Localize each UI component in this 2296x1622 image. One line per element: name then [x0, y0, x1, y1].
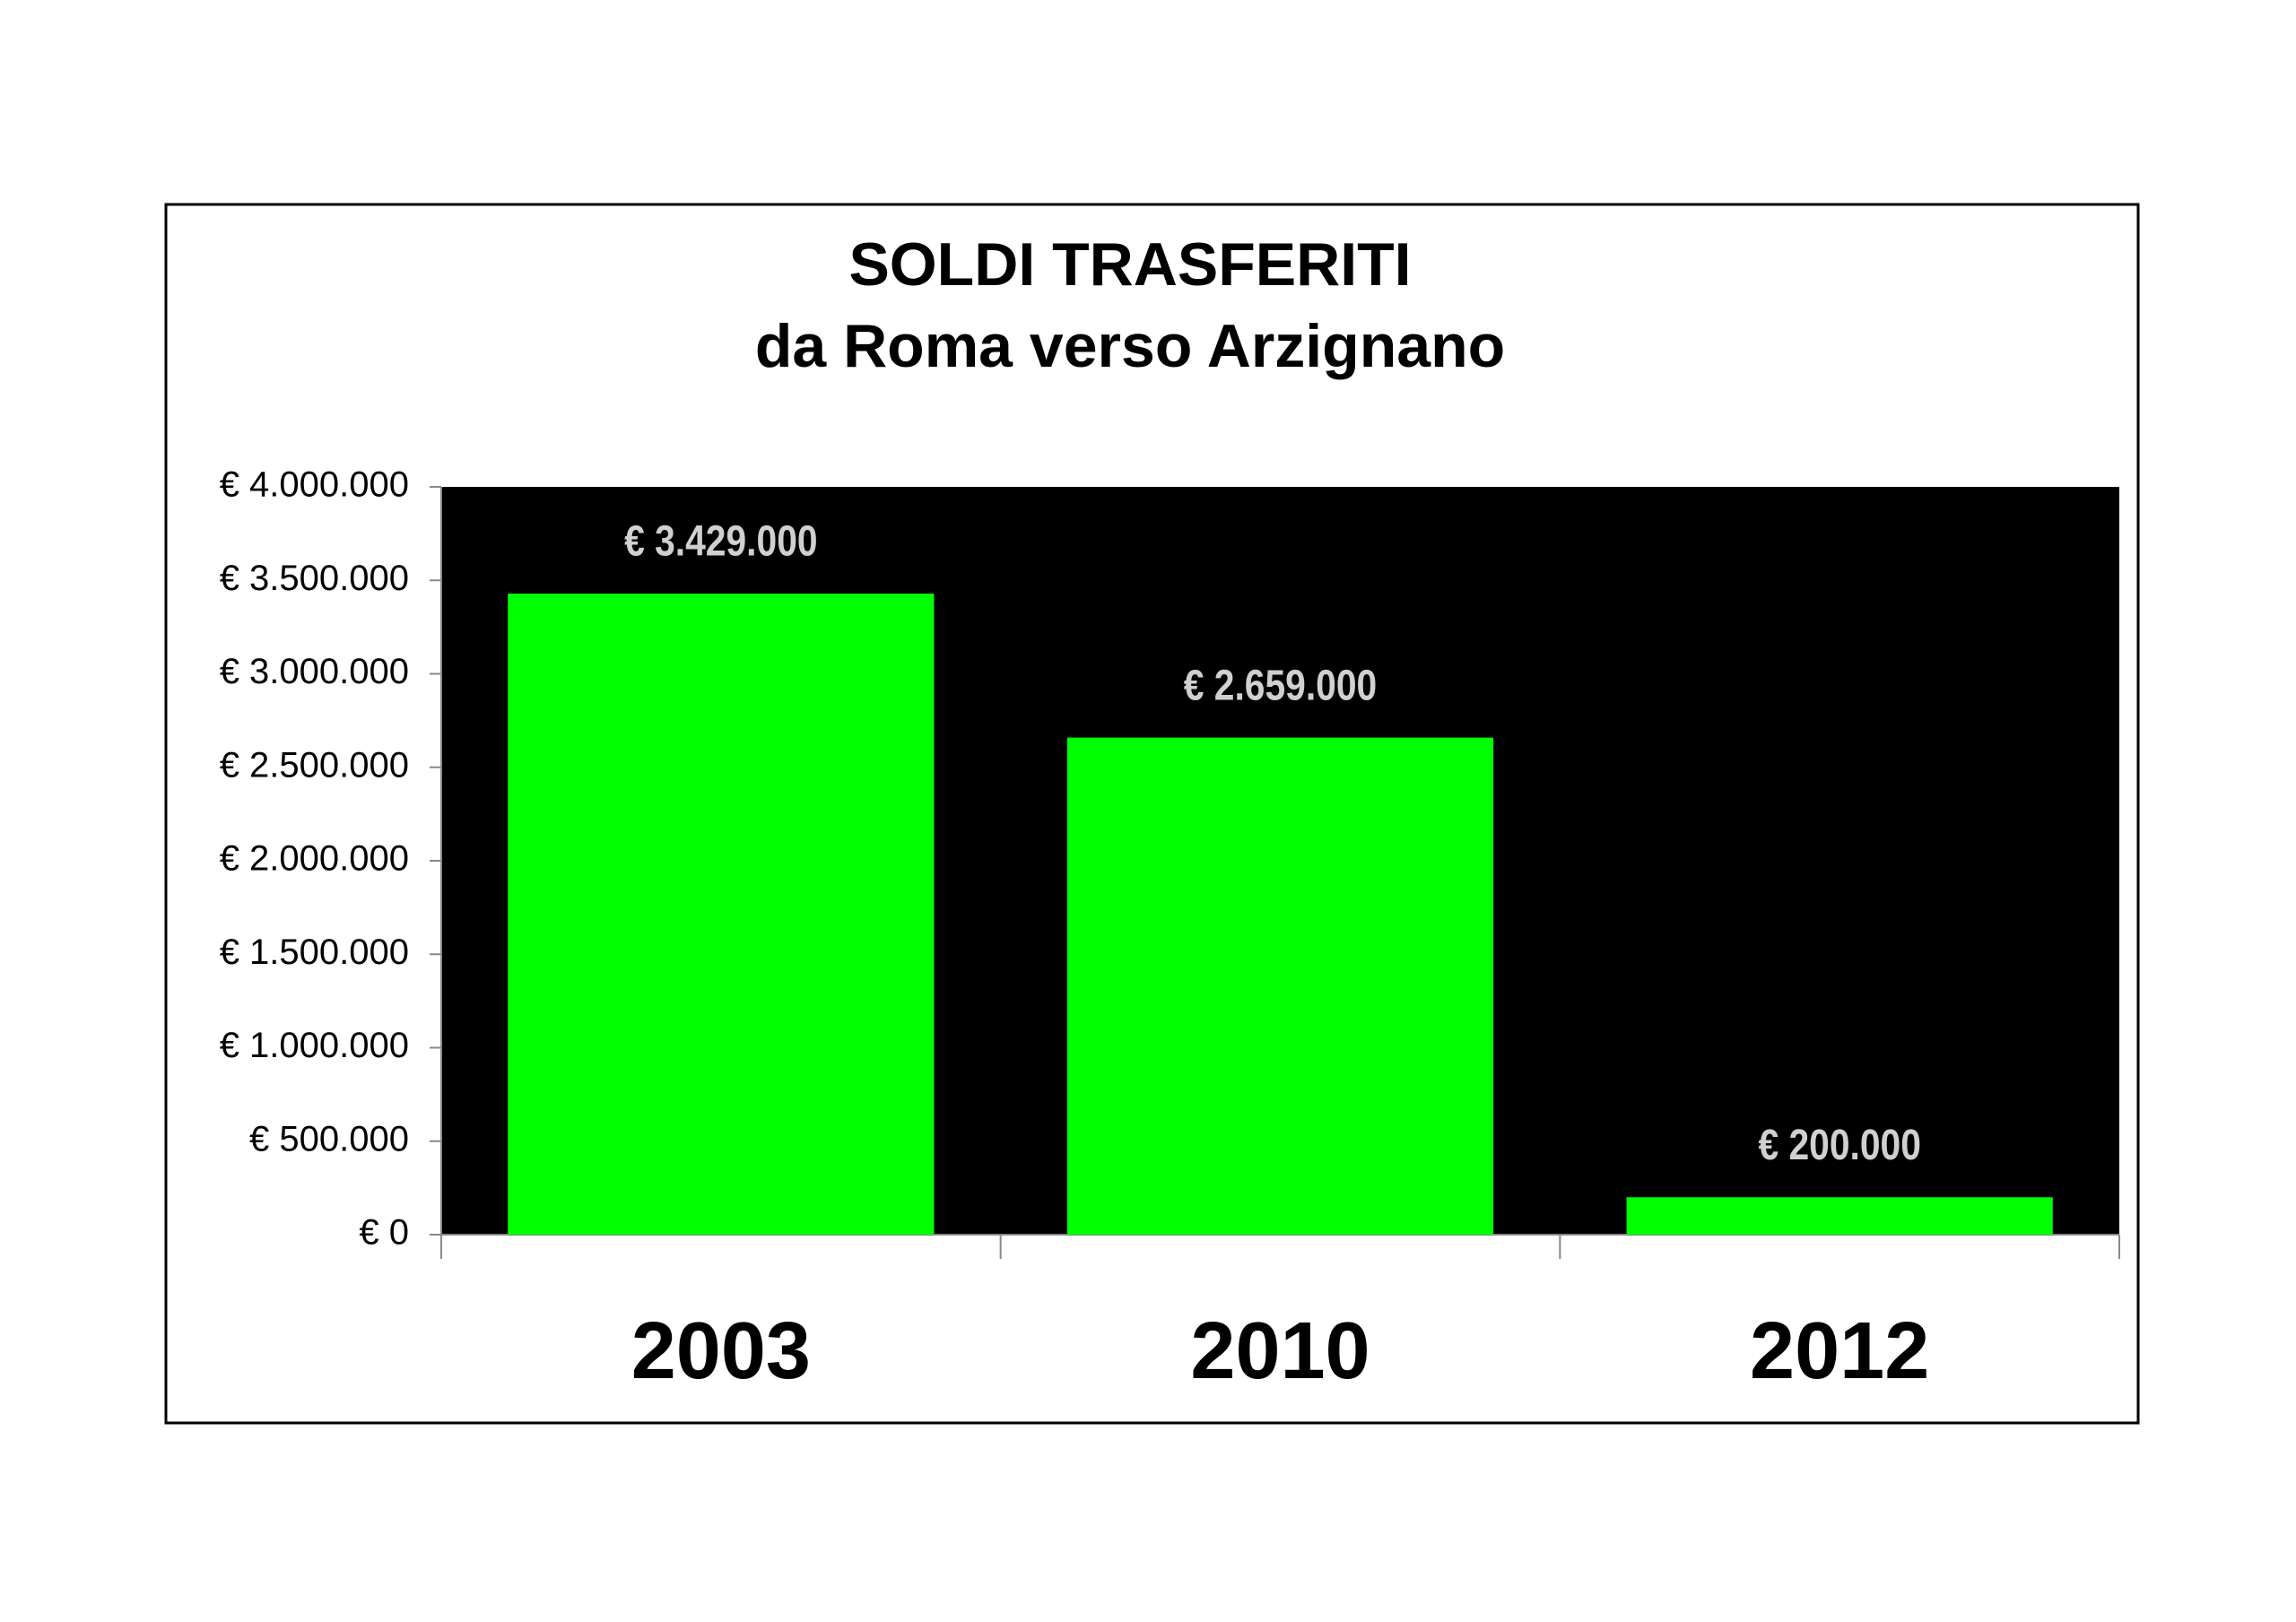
x-tick-label: 2012 — [1750, 1306, 1929, 1396]
chart-subtitle: da Roma verso Arzignano — [755, 312, 1505, 380]
bar — [1626, 1197, 2053, 1235]
y-tick-label: € 3.500.000 — [220, 559, 409, 598]
value-label: € 3.429.000 — [624, 518, 817, 566]
y-tick-label: € 1.000.000 — [220, 1026, 409, 1065]
y-tick-label: € 4.000.000 — [220, 465, 409, 505]
value-label: € 200.000 — [1758, 1122, 1920, 1169]
x-tick-label: 2003 — [631, 1306, 811, 1396]
y-tick-label: € 2.500.000 — [220, 745, 409, 785]
chart-title: SOLDI TRASFERITI — [848, 230, 1411, 299]
value-label: € 2.659.000 — [1184, 662, 1377, 709]
bar — [508, 594, 935, 1235]
y-tick-label: € 2.000.000 — [220, 839, 409, 879]
y-tick-label: € 0 — [359, 1213, 409, 1253]
x-tick-label: 2010 — [1190, 1306, 1370, 1396]
y-tick-label: € 1.500.000 — [220, 932, 409, 972]
y-tick-label: € 500.000 — [249, 1119, 409, 1158]
bar — [1066, 737, 1494, 1235]
y-tick-label: € 3.000.000 — [220, 652, 409, 691]
